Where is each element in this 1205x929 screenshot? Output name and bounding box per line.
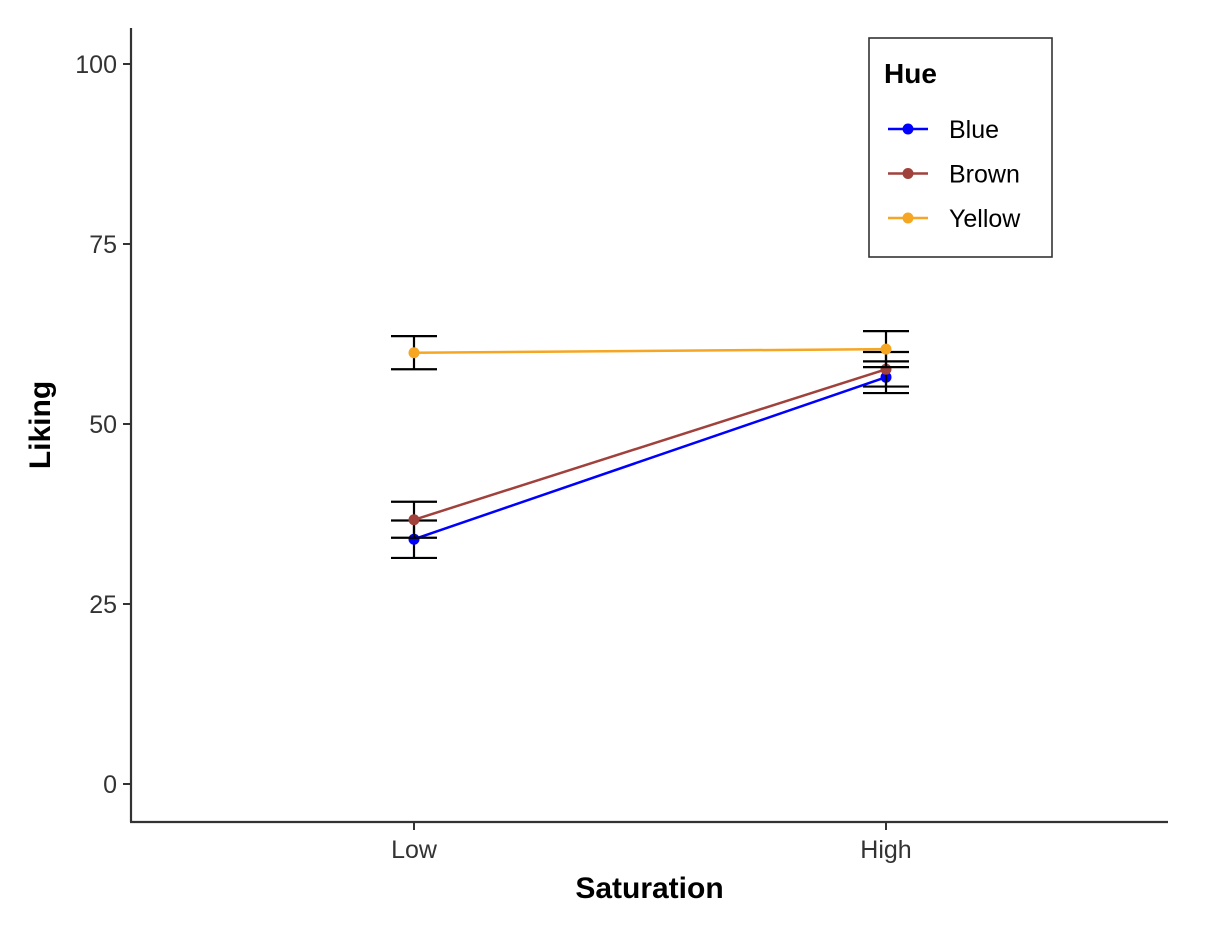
series-brown [391, 350, 909, 539]
legend-key-point [902, 123, 914, 135]
data-point [408, 347, 420, 359]
legend-item-blue: Blue [888, 116, 999, 144]
x-tick-label: Low [391, 836, 438, 864]
legend-items: Blue Brown Yellow [888, 116, 1021, 233]
series-yellow [391, 330, 909, 371]
legend-label: Blue [949, 116, 999, 144]
legend-box [868, 37, 1053, 258]
legend-item-brown: Brown [888, 161, 1020, 189]
x-axis-ticks: Low High [391, 822, 912, 864]
legend-item-yellow: Yellow [888, 205, 1021, 233]
legend-title: Hue [884, 58, 937, 89]
y-tick-label: 100 [75, 51, 117, 79]
data-point [880, 343, 892, 355]
data-point [408, 533, 420, 545]
series-line [413, 368, 887, 521]
series-line [413, 376, 887, 541]
y-axis-title: Liking [24, 381, 57, 469]
y-tick-label: 0 [103, 771, 117, 799]
legend-key-point [902, 168, 914, 179]
y-tick-label: 50 [89, 411, 117, 439]
y-axis-ticks: 0 25 50 75 100 [75, 51, 131, 799]
legend: Hue Blue Brown Yellow [868, 37, 1053, 258]
series-line [413, 347, 887, 354]
plot-area [129, 28, 1168, 824]
legend-label: Brown [949, 161, 1020, 189]
series-blue [391, 360, 909, 560]
y-tick-label: 25 [89, 591, 117, 619]
data-point [408, 514, 420, 526]
legend-label: Yellow [949, 205, 1021, 233]
x-tick-label: High [860, 836, 911, 864]
y-tick-label: 75 [89, 231, 117, 259]
legend-key-point [902, 212, 914, 224]
x-axis-title: Saturation [575, 872, 723, 905]
